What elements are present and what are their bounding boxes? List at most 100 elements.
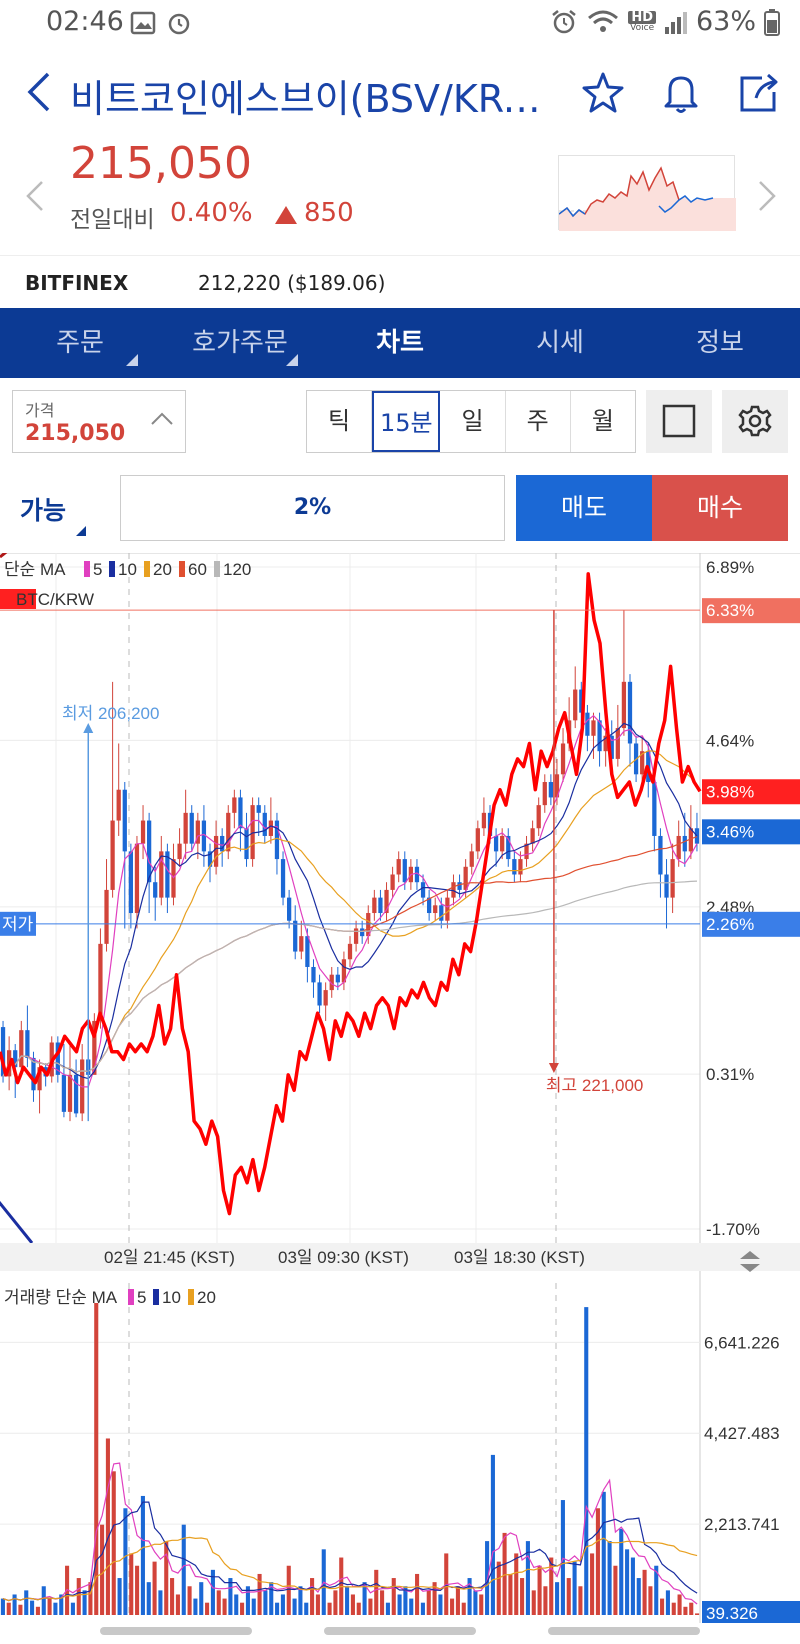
chart-area[interactable]: 최저 206,200 최고 221,000 단순 MA 5 10 20 60 120 BTC/K… xyxy=(0,511,800,1625)
period-day[interactable]: 일 xyxy=(440,391,506,452)
legend-period: 5 xyxy=(93,560,102,579)
page-title: 비트코인에스브이(BSV/KRW... xyxy=(70,77,560,121)
period-tick[interactable]: 틱 xyxy=(307,391,373,452)
next-chevron-icon[interactable] xyxy=(756,178,778,214)
volume-bar xyxy=(619,1528,624,1615)
candle xyxy=(335,974,340,983)
volume-bar xyxy=(30,1600,35,1615)
compare-series-line xyxy=(0,572,702,1216)
moving-average-line xyxy=(2,722,698,1080)
volume-bar xyxy=(671,1602,676,1615)
candle xyxy=(360,928,365,937)
tab-market-price[interactable]: 시세 xyxy=(480,308,640,378)
fullscreen-button[interactable] xyxy=(646,390,712,453)
volume-bar xyxy=(0,1598,5,1615)
low-price-tag-bg xyxy=(0,911,36,936)
volume-bar xyxy=(479,1594,484,1615)
candle xyxy=(603,735,608,752)
bell-icon[interactable] xyxy=(658,70,704,116)
legend-period: 20 xyxy=(197,1288,216,1307)
volume-axis-label: 2,213.741 xyxy=(704,1515,780,1534)
candle xyxy=(518,859,523,875)
volume-bar xyxy=(455,1586,460,1615)
volume-bar xyxy=(251,1598,256,1615)
volume-bar xyxy=(181,1524,186,1615)
candle xyxy=(469,851,474,867)
change-percent: 0.40% xyxy=(170,198,253,228)
candle xyxy=(128,851,133,914)
volume-bar xyxy=(135,1565,140,1615)
candle xyxy=(439,905,444,921)
order-percent[interactable]: 2% xyxy=(120,475,505,541)
main-tabs: 주문 호가주문 차트 시세 정보 xyxy=(0,308,800,378)
sell-button[interactable]: 매도 xyxy=(516,475,652,541)
period-month[interactable]: 월 xyxy=(591,407,614,435)
order-row: 가능 2% 매도 매수 xyxy=(0,473,800,543)
change-amount: 850 xyxy=(304,198,354,228)
candle xyxy=(177,843,182,860)
volume-axis-label: 6,641.226 xyxy=(704,1333,780,1352)
mini-chart[interactable] xyxy=(558,155,736,231)
tab-chart[interactable]: 차트 xyxy=(320,308,480,378)
candle xyxy=(280,859,286,898)
volume-bar xyxy=(158,1590,163,1615)
volume-bar xyxy=(18,1604,23,1615)
prev-chevron-icon[interactable] xyxy=(24,178,46,214)
candle xyxy=(579,689,584,713)
volume-bar xyxy=(473,1590,478,1615)
price-selector[interactable]: 가격 215,050 xyxy=(12,390,186,453)
available-selector[interactable]: 가능 xyxy=(20,496,67,525)
volume-bar xyxy=(683,1606,688,1615)
trend-line-blue xyxy=(0,1200,34,1244)
back-icon[interactable] xyxy=(22,70,56,114)
star-icon[interactable] xyxy=(580,70,626,116)
volume-ma-line xyxy=(2,1501,698,1602)
legend-period: 10 xyxy=(118,560,137,579)
tab-order[interactable]: 주문 xyxy=(0,308,160,378)
candle xyxy=(475,828,480,852)
volume-bar xyxy=(304,1602,309,1615)
candle xyxy=(61,1074,67,1112)
volume-bar xyxy=(170,1578,175,1615)
compare-label: BTC/KRW xyxy=(16,590,94,609)
legend-swatch xyxy=(128,1289,134,1305)
exchange-row: BITFINEX 212,220 ($189.06) xyxy=(0,255,800,308)
candle xyxy=(0,1027,6,1077)
candle xyxy=(597,720,602,752)
low-annotation: 최저 206,200 xyxy=(62,704,159,723)
candle xyxy=(420,882,426,898)
candle xyxy=(384,889,389,914)
settings-button[interactable] xyxy=(722,390,788,453)
candle xyxy=(414,866,420,883)
volume-bar xyxy=(205,1602,210,1615)
buy-button[interactable]: 매수 xyxy=(652,475,788,541)
candle xyxy=(140,820,146,844)
candle xyxy=(536,805,541,829)
volume-bar xyxy=(368,1598,373,1615)
volume-bar xyxy=(6,1602,11,1615)
period-15min[interactable]: 15분 xyxy=(372,391,441,452)
volume-bar xyxy=(240,1602,245,1615)
tab-info[interactable]: 정보 xyxy=(640,308,800,378)
chevron-up-icon xyxy=(151,412,173,425)
tab-orderbook-order[interactable]: 호가주문 xyxy=(160,308,320,378)
up-arrow-icon xyxy=(275,206,297,224)
volume-bar xyxy=(117,1578,122,1615)
volume-bar xyxy=(502,1532,507,1615)
share-icon[interactable] xyxy=(736,70,782,116)
legend-period: 60 xyxy=(188,560,207,579)
nav-handle-left xyxy=(100,1627,252,1635)
y-axis-tag: 3.98% xyxy=(706,782,754,801)
volume-bar xyxy=(514,1553,519,1615)
candle xyxy=(37,1067,42,1091)
chart-svg[interactable]: 최저 206,200 최고 221,000 단순 MA 5 10 20 60 120 BTC/K… xyxy=(0,511,800,1625)
candle xyxy=(548,782,553,798)
period-week[interactable]: 주 xyxy=(506,391,571,452)
volume-bar xyxy=(327,1602,332,1615)
candle xyxy=(244,828,249,860)
volume-bar xyxy=(24,1590,29,1615)
quote-summary: 215,050 전일대비 0.40% 850 xyxy=(0,138,800,248)
tab-label: 시세 xyxy=(536,328,584,358)
volume-bar xyxy=(234,1594,239,1615)
volume-bar xyxy=(88,1582,93,1615)
